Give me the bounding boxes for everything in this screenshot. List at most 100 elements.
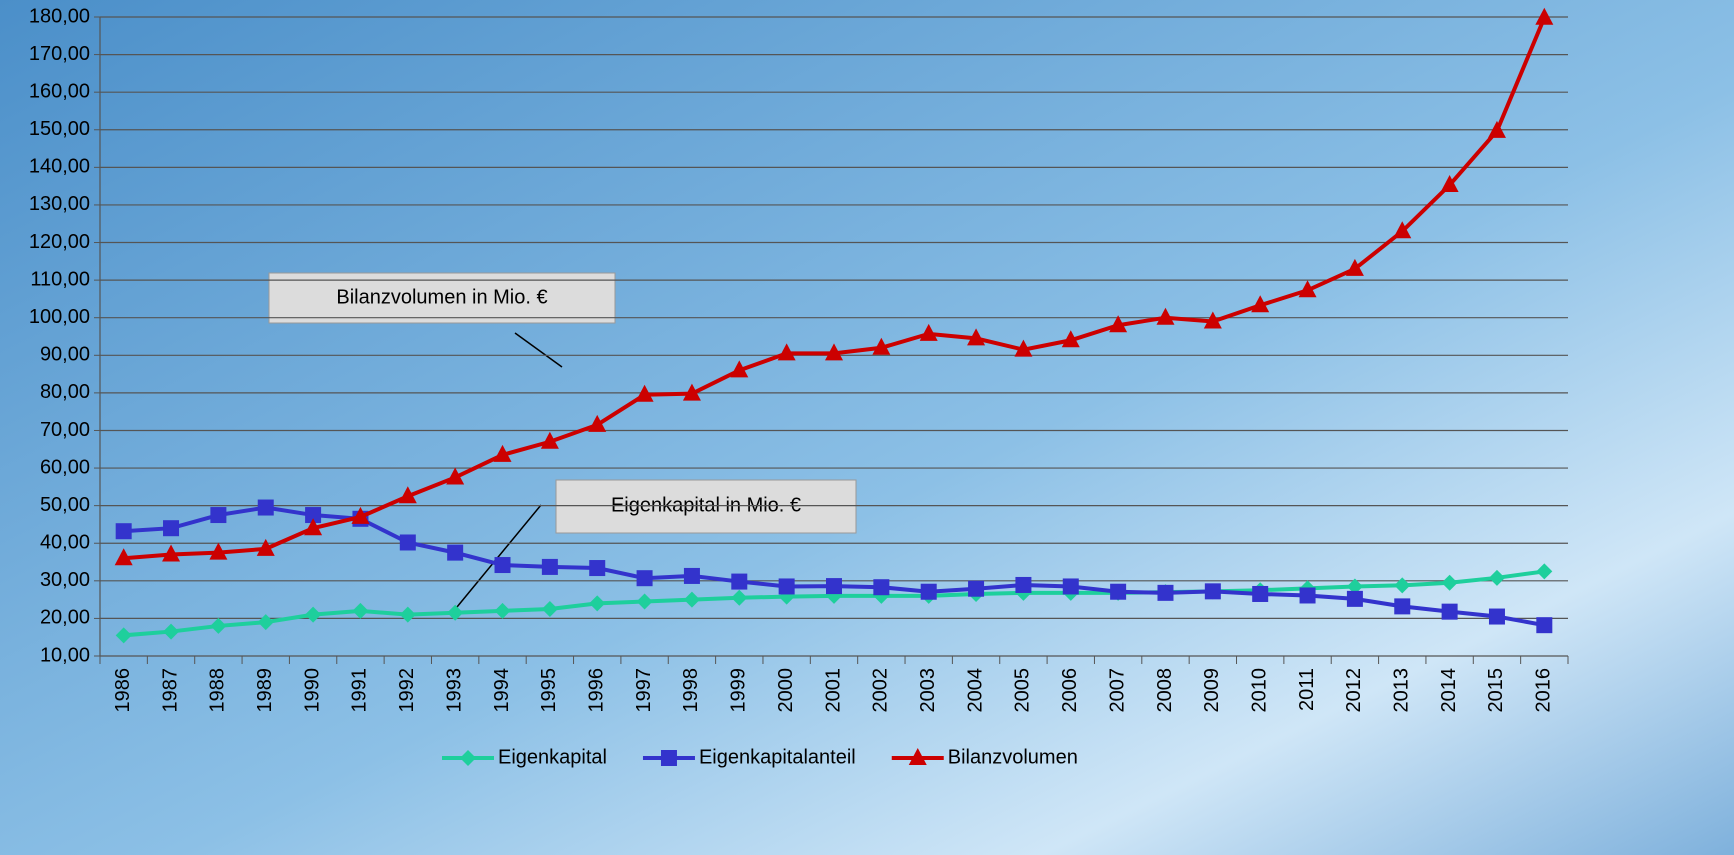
x-tick-label: 1994 — [491, 668, 513, 713]
marker — [1014, 339, 1033, 357]
x-tick-label: 1997 — [633, 668, 655, 713]
x-tick-label: 1991 — [349, 668, 371, 713]
marker — [115, 523, 132, 540]
marker — [588, 414, 607, 432]
marker — [115, 627, 132, 644]
marker — [1535, 7, 1554, 25]
x-tick-label: 1986 — [112, 668, 134, 713]
marker — [399, 606, 416, 623]
x-tick-label: 2008 — [1154, 668, 1176, 713]
x-tick-label: 2014 — [1438, 668, 1460, 713]
marker — [825, 343, 843, 361]
marker — [1109, 315, 1128, 333]
marker — [730, 360, 749, 378]
marker — [826, 578, 842, 595]
marker — [1015, 576, 1032, 593]
x-tick-label: 2002 — [870, 668, 892, 713]
y-tick-label: 140,00 — [29, 156, 90, 178]
y-tick-label: 180,00 — [29, 5, 90, 27]
marker — [446, 467, 465, 485]
x-tick-label: 1989 — [254, 668, 276, 713]
y-tick-label: 80,00 — [40, 381, 90, 403]
legend-marker — [460, 750, 476, 766]
x-tick-label: 2000 — [775, 668, 797, 713]
x-tick-label: 2006 — [1059, 668, 1081, 713]
y-tick-label: 170,00 — [29, 43, 90, 65]
marker — [777, 343, 796, 361]
y-tick-label: 100,00 — [29, 306, 90, 328]
marker — [540, 431, 559, 449]
legend-marker — [660, 750, 677, 766]
marker — [1299, 587, 1316, 604]
x-tick-label: 2003 — [917, 668, 939, 713]
marker — [162, 544, 181, 562]
marker — [114, 548, 133, 566]
marker — [1394, 598, 1411, 615]
x-tick-label: 1988 — [207, 668, 229, 713]
marker — [1393, 221, 1412, 239]
marker — [636, 570, 653, 587]
marker — [494, 557, 511, 574]
marker — [683, 591, 700, 608]
marker — [304, 518, 323, 536]
marker — [1441, 603, 1458, 620]
marker — [257, 614, 274, 631]
x-tick-label: 2001 — [822, 668, 844, 713]
marker — [1298, 280, 1317, 298]
marker — [1251, 295, 1270, 313]
y-tick-label: 20,00 — [40, 607, 90, 629]
x-tick-label: 2009 — [1201, 668, 1223, 713]
marker — [1062, 578, 1079, 595]
marker — [1157, 584, 1174, 601]
marker — [1488, 608, 1505, 625]
marker — [1156, 307, 1175, 325]
x-tick-label: 1987 — [159, 668, 181, 713]
y-tick-label: 130,00 — [29, 193, 90, 215]
y-tick-label: 70,00 — [40, 419, 90, 441]
x-tick-label: 1999 — [728, 668, 750, 713]
x-tick-label: 2005 — [1012, 668, 1034, 713]
marker — [163, 520, 180, 537]
marker — [493, 444, 512, 462]
x-tick-label: 1993 — [443, 668, 465, 713]
marker — [1110, 583, 1127, 600]
marker — [399, 534, 416, 551]
marker — [1536, 617, 1553, 634]
marker — [541, 601, 558, 618]
marker — [682, 383, 701, 401]
legend-label: Eigenkapital — [498, 746, 607, 768]
marker — [1061, 330, 1080, 348]
marker — [1203, 311, 1222, 329]
legend-label: Bilanzvolumen — [948, 746, 1078, 768]
marker — [635, 384, 654, 402]
marker — [1252, 585, 1269, 602]
y-tick-label: 120,00 — [29, 231, 90, 253]
y-tick-label: 110,00 — [30, 268, 90, 290]
marker — [589, 595, 606, 612]
annotation-box — [268, 272, 616, 324]
x-tick-label: 2013 — [1391, 668, 1413, 713]
marker — [968, 580, 985, 597]
x-tick-label: 1990 — [301, 668, 323, 713]
marker — [209, 542, 228, 560]
marker — [636, 593, 653, 610]
marker — [210, 507, 227, 524]
annotation-box — [555, 479, 857, 534]
marker — [398, 486, 417, 504]
x-tick-label: 1996 — [586, 668, 608, 713]
marker — [494, 602, 511, 619]
x-tick-label: 2015 — [1485, 668, 1507, 713]
marker — [541, 558, 558, 575]
x-tick-label: 2007 — [1106, 668, 1128, 713]
marker — [1488, 569, 1505, 586]
legend-label: Eigenkapitalanteil — [699, 746, 856, 768]
marker — [447, 544, 464, 561]
marker — [447, 604, 464, 621]
marker — [1394, 577, 1411, 594]
marker — [1345, 258, 1364, 276]
marker — [872, 337, 891, 355]
marker — [1204, 583, 1221, 600]
marker — [1440, 175, 1459, 193]
marker — [589, 560, 606, 577]
